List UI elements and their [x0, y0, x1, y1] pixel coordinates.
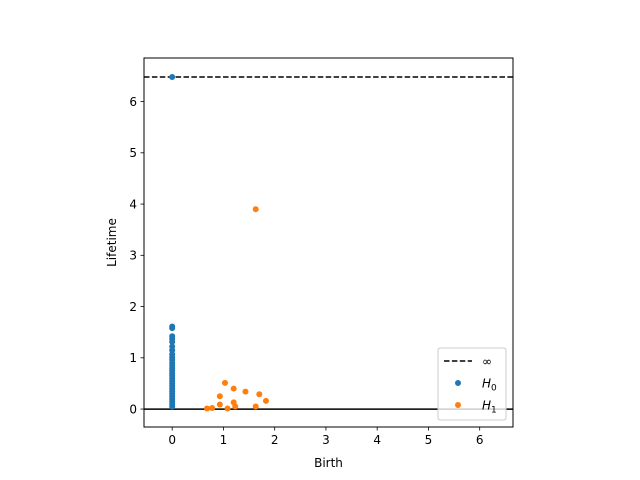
legend-box — [437, 347, 507, 421]
h1-point — [242, 388, 249, 395]
h0-point — [169, 73, 176, 80]
x-tick-label: 5 — [425, 433, 433, 447]
h1-point — [209, 405, 216, 412]
y-axis-label: Lifetime — [105, 218, 119, 267]
x-tick-label: 6 — [476, 433, 484, 447]
h1-point — [252, 403, 259, 410]
legend-h0-swatch — [455, 380, 461, 386]
h1-point — [224, 405, 231, 412]
x-tick-label: 3 — [322, 433, 330, 447]
h1-point — [262, 397, 269, 404]
h1-point — [204, 405, 211, 412]
x-tick-label: 2 — [271, 433, 279, 447]
h0-point — [169, 338, 176, 345]
y-axis: 0 1 2 3 4 5 6 — [129, 95, 144, 416]
axes-frame — [143, 57, 514, 428]
h0-point — [169, 347, 176, 354]
legend-h1-swatch — [455, 402, 461, 408]
h1-point — [256, 391, 263, 398]
h1-point — [216, 393, 223, 400]
x-axis-label: Birth — [314, 456, 343, 470]
y-tick-label: 2 — [129, 300, 137, 314]
y-tick-label: 0 — [129, 402, 137, 416]
x-axis: 0 1 2 3 4 5 6 — [168, 427, 484, 447]
h1-point — [252, 206, 259, 213]
h1-point — [216, 401, 223, 408]
h1-point — [232, 403, 239, 410]
y-tick-label: 3 — [129, 249, 137, 263]
x-tick-label: 1 — [220, 433, 228, 447]
y-tick-label: 1 — [129, 351, 137, 365]
legend-infinity-label: ∞ — [482, 355, 492, 369]
h1-point — [221, 379, 228, 386]
h1-point — [230, 385, 237, 392]
x-tick-label: 0 — [168, 433, 176, 447]
h0-point — [169, 403, 176, 410]
h0-point — [169, 325, 176, 332]
y-tick-label: 5 — [129, 146, 137, 160]
y-tick-label: 4 — [129, 197, 137, 211]
x-tick-label: 4 — [373, 433, 381, 447]
y-tick-label: 6 — [129, 95, 137, 109]
